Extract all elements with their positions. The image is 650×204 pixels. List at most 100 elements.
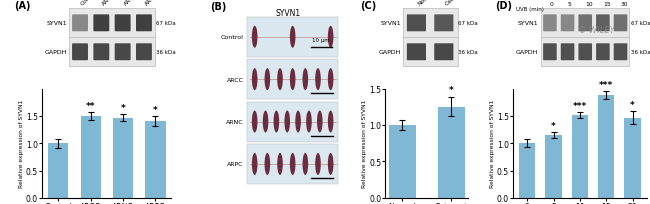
Text: 30: 30 [621, 2, 628, 7]
Text: 67 kDa: 67 kDa [630, 21, 650, 26]
Ellipse shape [265, 69, 270, 91]
Text: 36 kDa: 36 kDa [156, 50, 176, 55]
Text: 36 kDa: 36 kDa [630, 50, 650, 55]
FancyBboxPatch shape [578, 44, 592, 61]
Text: 36 kDa: 36 kDa [458, 50, 478, 55]
Bar [70, 9, 155, 67]
Text: ARPC: ARPC [144, 0, 159, 7]
Text: *: * [630, 100, 635, 109]
FancyBboxPatch shape [94, 15, 109, 32]
FancyBboxPatch shape [561, 44, 575, 61]
Y-axis label: Relative expression of SYVN1: Relative expression of SYVN1 [362, 100, 367, 187]
Text: GAPDH: GAPDH [44, 50, 67, 55]
FancyBboxPatch shape [561, 15, 575, 32]
Bar [545, 135, 562, 198]
Bar [541, 9, 629, 67]
Text: ARCC: ARCC [226, 77, 244, 82]
Text: Control: Control [220, 35, 244, 40]
Ellipse shape [317, 111, 322, 133]
Text: *: * [448, 86, 454, 95]
Ellipse shape [315, 69, 321, 91]
Bar [519, 143, 536, 198]
Bar [113, 118, 133, 198]
Ellipse shape [295, 111, 301, 133]
Text: ARNC: ARNC [123, 0, 138, 7]
FancyBboxPatch shape [578, 15, 592, 32]
Text: *: * [551, 121, 556, 130]
FancyBboxPatch shape [434, 44, 454, 61]
FancyBboxPatch shape [114, 44, 131, 61]
Text: ***: *** [599, 81, 614, 90]
Text: UVB (min): UVB (min) [515, 7, 543, 12]
Text: **: ** [86, 101, 96, 110]
FancyBboxPatch shape [407, 44, 426, 61]
Bar [572, 115, 588, 198]
Text: 5: 5 [567, 2, 571, 7]
Text: Cataract: Cataract [444, 0, 467, 7]
Y-axis label: Relative expression of SYVN1: Relative expression of SYVN1 [19, 100, 24, 187]
Bar [81, 116, 101, 198]
Bar [48, 143, 68, 198]
Text: (B): (B) [210, 2, 226, 12]
Text: (C): (C) [360, 1, 376, 11]
Text: SYVN1: SYVN1 [46, 21, 67, 26]
Text: (D): (D) [495, 1, 513, 11]
Ellipse shape [306, 111, 312, 133]
Ellipse shape [252, 69, 257, 91]
Text: © WILEY: © WILEY [578, 26, 614, 35]
Bar [437, 107, 465, 198]
Text: SYVN1: SYVN1 [380, 21, 401, 26]
Bar [625, 118, 641, 198]
Text: ARNC: ARNC [226, 120, 244, 124]
Text: GAPDH: GAPDH [516, 50, 538, 55]
Ellipse shape [290, 69, 296, 91]
FancyBboxPatch shape [72, 44, 88, 61]
FancyBboxPatch shape [596, 44, 610, 61]
FancyBboxPatch shape [114, 15, 131, 32]
Text: (A): (A) [14, 1, 31, 11]
FancyBboxPatch shape [596, 15, 610, 32]
Bar [403, 9, 458, 67]
Ellipse shape [252, 111, 257, 133]
Ellipse shape [252, 153, 257, 175]
FancyBboxPatch shape [407, 15, 426, 32]
Text: Normal: Normal [417, 0, 436, 7]
Text: ARCC: ARCC [101, 0, 116, 7]
Ellipse shape [328, 27, 333, 49]
FancyBboxPatch shape [543, 44, 556, 61]
Ellipse shape [290, 27, 296, 49]
FancyBboxPatch shape [614, 44, 627, 61]
Text: 15: 15 [603, 2, 610, 7]
Text: SYVN1: SYVN1 [518, 21, 538, 26]
Ellipse shape [285, 111, 290, 133]
FancyBboxPatch shape [543, 15, 556, 32]
Text: *: * [121, 104, 125, 112]
Ellipse shape [302, 153, 308, 175]
Text: SYVN1: SYVN1 [276, 9, 301, 18]
FancyBboxPatch shape [136, 15, 152, 32]
Bar [247, 60, 338, 100]
Bar [247, 102, 338, 142]
Ellipse shape [328, 111, 333, 133]
Text: 67 kDa: 67 kDa [156, 21, 176, 26]
Text: ***: *** [573, 101, 587, 110]
Ellipse shape [328, 153, 333, 175]
Ellipse shape [277, 153, 283, 175]
Bar [389, 125, 416, 198]
Ellipse shape [265, 153, 270, 175]
Ellipse shape [328, 69, 333, 91]
FancyBboxPatch shape [72, 15, 88, 32]
FancyBboxPatch shape [614, 15, 627, 32]
Ellipse shape [277, 69, 283, 91]
FancyBboxPatch shape [94, 44, 109, 61]
Text: Control: Control [80, 0, 99, 7]
Ellipse shape [290, 153, 296, 175]
Y-axis label: Relative expression of SYVN1: Relative expression of SYVN1 [489, 100, 495, 187]
FancyBboxPatch shape [434, 15, 454, 32]
Ellipse shape [263, 111, 268, 133]
Text: 10 μm: 10 μm [313, 38, 330, 43]
Bar [146, 121, 166, 198]
Text: 67 kDa: 67 kDa [458, 21, 478, 26]
FancyBboxPatch shape [136, 44, 152, 61]
Bar [598, 96, 614, 198]
